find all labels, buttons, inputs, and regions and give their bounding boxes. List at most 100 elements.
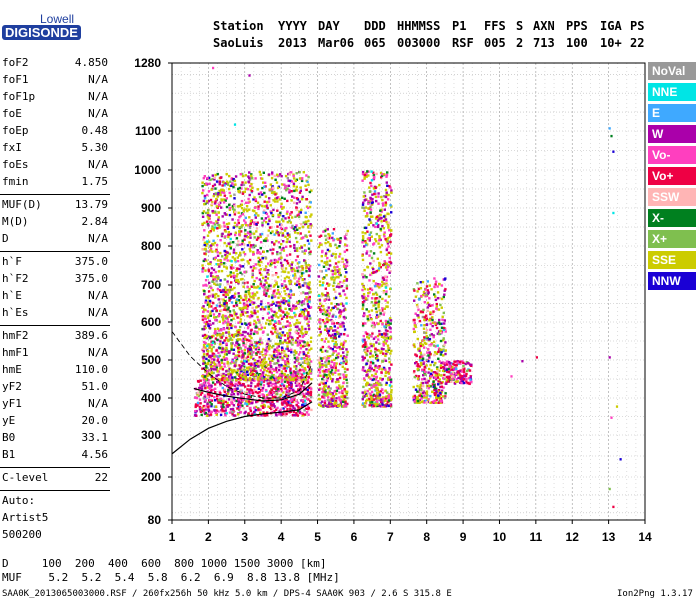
echo-point bbox=[308, 367, 311, 370]
echo-point bbox=[340, 323, 343, 326]
echo-point bbox=[377, 202, 380, 205]
echo-point bbox=[277, 389, 280, 392]
echo-point bbox=[202, 328, 206, 331]
echo-point bbox=[273, 283, 276, 287]
echo-point bbox=[283, 367, 286, 370]
echo-point bbox=[236, 316, 239, 319]
echo-point bbox=[243, 374, 246, 378]
echo-point bbox=[338, 346, 341, 349]
echo-point bbox=[269, 402, 272, 405]
param-value: 0.48 bbox=[81, 124, 109, 137]
echo-point bbox=[241, 224, 244, 227]
echo-point bbox=[426, 336, 429, 340]
echo-point bbox=[320, 364, 324, 367]
echo-point bbox=[302, 345, 305, 348]
echo-point bbox=[218, 378, 221, 381]
echo-point bbox=[342, 346, 345, 349]
echo-point bbox=[210, 394, 213, 397]
echo-point bbox=[365, 276, 368, 279]
echo-point bbox=[274, 355, 277, 359]
echo-point bbox=[266, 271, 269, 275]
echo-point bbox=[342, 381, 345, 385]
echo-point bbox=[249, 265, 253, 269]
echo-point bbox=[215, 355, 219, 358]
echo-point bbox=[365, 308, 368, 311]
echo-point bbox=[221, 407, 224, 411]
echo-point bbox=[380, 333, 384, 336]
echo-point bbox=[321, 391, 324, 394]
echo-point bbox=[239, 405, 242, 408]
echo-point bbox=[203, 410, 206, 413]
echo-point bbox=[203, 197, 207, 200]
echo-point bbox=[230, 260, 233, 263]
echo-point bbox=[371, 193, 374, 196]
echo-point bbox=[207, 190, 211, 193]
echo-point bbox=[294, 305, 298, 308]
echo-point bbox=[297, 321, 301, 324]
echo-point bbox=[293, 407, 296, 410]
echo-point bbox=[245, 392, 249, 395]
echo-point bbox=[333, 358, 336, 361]
echo-point bbox=[317, 359, 320, 362]
echo-point bbox=[203, 252, 206, 255]
echo-point bbox=[290, 190, 293, 193]
echo-point bbox=[255, 238, 259, 241]
echo-point bbox=[327, 329, 331, 333]
echo-point bbox=[223, 225, 226, 228]
echo-point bbox=[338, 311, 341, 314]
echo-point bbox=[206, 374, 209, 378]
echo-point bbox=[231, 204, 235, 208]
echo-point bbox=[255, 321, 258, 324]
echo-point bbox=[202, 199, 206, 203]
echo-point bbox=[331, 273, 334, 276]
echo-point bbox=[257, 260, 261, 263]
echo-point bbox=[325, 359, 328, 362]
param-name: hmF2 bbox=[2, 329, 29, 342]
echo-point bbox=[223, 223, 226, 227]
echo-point bbox=[361, 179, 364, 182]
echo-point bbox=[363, 391, 367, 394]
echo-point bbox=[267, 307, 270, 311]
echo-point bbox=[327, 368, 331, 371]
echo-point bbox=[219, 259, 222, 263]
echo-point bbox=[369, 399, 372, 402]
echo-point bbox=[272, 350, 276, 353]
echo-point bbox=[243, 190, 246, 193]
echo-point bbox=[280, 205, 283, 208]
echo-point bbox=[226, 181, 230, 185]
echo-point bbox=[269, 339, 272, 343]
echo-point bbox=[276, 200, 279, 203]
echo-point bbox=[319, 310, 323, 314]
echo-point bbox=[266, 206, 269, 210]
param-name: h`Es bbox=[2, 306, 29, 319]
echo-point bbox=[227, 306, 230, 309]
echo-point bbox=[216, 172, 219, 176]
echo-point bbox=[211, 288, 214, 292]
echo-point bbox=[228, 310, 232, 313]
echo-point bbox=[268, 354, 271, 357]
echo-point bbox=[287, 395, 290, 398]
echo-point bbox=[255, 331, 259, 334]
echo-point bbox=[370, 390, 374, 394]
echo-point bbox=[378, 286, 381, 289]
echo-point bbox=[293, 201, 296, 204]
echo-point bbox=[286, 262, 290, 265]
echo-point bbox=[235, 312, 238, 316]
echo-point bbox=[264, 195, 268, 198]
echo-point bbox=[203, 321, 206, 324]
echo-point bbox=[223, 194, 226, 197]
echo-point bbox=[261, 286, 265, 289]
echo-point bbox=[256, 201, 260, 204]
echo-point bbox=[229, 271, 232, 274]
echo-point bbox=[379, 209, 382, 212]
echo-point bbox=[280, 243, 283, 246]
echo-point bbox=[381, 401, 384, 404]
echo-point bbox=[375, 240, 378, 243]
echo-point bbox=[276, 186, 280, 190]
echo-point bbox=[211, 225, 214, 228]
echo-point bbox=[279, 226, 283, 229]
echo-point bbox=[218, 381, 221, 384]
echo-point bbox=[263, 293, 266, 296]
echo-point bbox=[288, 383, 291, 387]
echo-point bbox=[204, 317, 207, 321]
